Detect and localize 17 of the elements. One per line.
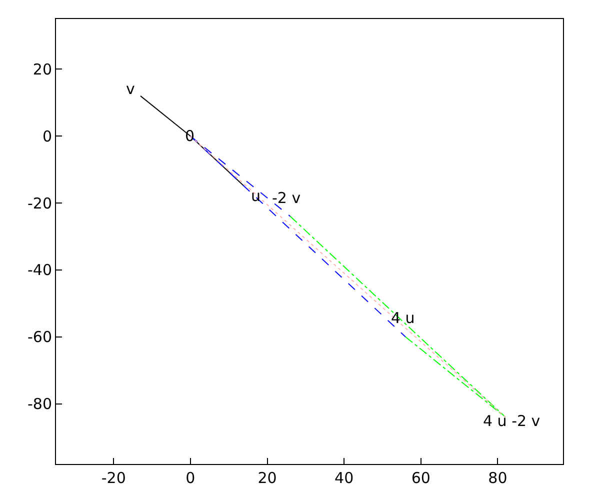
annotation: 4 u -2 v [483, 412, 540, 430]
x-tick-label: 20 [258, 469, 277, 487]
y-tick-label: -80 [28, 395, 52, 414]
y-tick-label: -40 [28, 261, 52, 280]
annotation: u [251, 187, 261, 205]
x-tick-label: -20 [101, 469, 126, 487]
annotation: 4 u [391, 309, 415, 327]
y-tick-label: -20 [28, 194, 52, 212]
y-tick-label: 20 [32, 60, 52, 78]
annotation: v [126, 80, 135, 98]
x-tick-label: 60 [411, 469, 430, 487]
x-tick-label: 80 [488, 469, 508, 487]
y-tick-label: -60 [28, 328, 52, 346]
annotation: -2 v [272, 189, 301, 207]
x-tick-label: 0 [186, 469, 196, 487]
y-tick-label: 0 [42, 127, 52, 146]
x-tick-label: 40 [334, 469, 354, 487]
